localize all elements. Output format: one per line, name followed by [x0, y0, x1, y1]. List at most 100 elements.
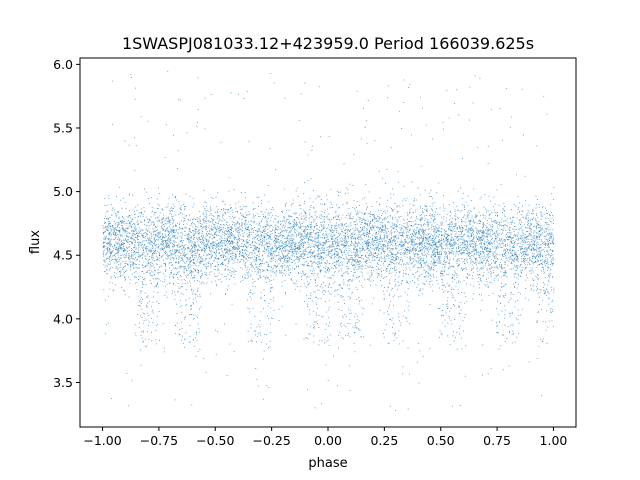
data-point: [385, 269, 387, 271]
data-point: [437, 248, 438, 250]
data-point: [388, 282, 390, 284]
data-point: [393, 231, 395, 233]
data-point: [419, 207, 421, 209]
data-point: [379, 217, 380, 219]
data-point: [543, 225, 545, 227]
data-point: [105, 226, 106, 228]
data-point: [515, 256, 517, 258]
data-point: [434, 230, 435, 232]
data-point: [205, 227, 206, 229]
data-point: [478, 240, 479, 242]
data-point: [406, 282, 408, 283]
data-point: [285, 256, 287, 257]
data-point: [481, 268, 483, 270]
data-point: [217, 268, 219, 270]
data-point: [198, 229, 200, 231]
data-point: [105, 246, 107, 248]
data-point: [518, 292, 520, 293]
data-point: [524, 237, 526, 239]
data-point: [314, 272, 315, 274]
data-point: [260, 234, 262, 235]
data-point: [165, 258, 167, 259]
data-point: [278, 222, 279, 224]
data-point: [267, 242, 269, 244]
data-point: [478, 211, 480, 213]
data-point: [518, 322, 520, 324]
data-point: [258, 196, 260, 198]
data-point: [348, 258, 350, 260]
data-point: [514, 264, 516, 266]
data-point: [484, 248, 486, 249]
data-point: [350, 217, 352, 219]
data-point: [383, 248, 384, 250]
data-point: [499, 295, 501, 297]
data-point: [386, 236, 388, 238]
data-point: [347, 213, 349, 214]
data-point: [287, 233, 289, 235]
data-point: [109, 241, 111, 243]
data-point: [135, 257, 136, 258]
data-point: [171, 254, 173, 256]
data-point: [438, 236, 439, 238]
data-point: [342, 317, 344, 319]
data-point: [260, 203, 262, 204]
data-point: [319, 256, 321, 258]
data-point: [151, 306, 153, 307]
data-point: [318, 248, 319, 249]
data-point: [529, 257, 531, 258]
data-point: [174, 294, 176, 296]
data-point: [423, 247, 424, 249]
data-point: [542, 261, 544, 263]
data-point: [432, 197, 434, 199]
data-point: [255, 246, 257, 248]
data-point: [481, 261, 483, 263]
data-point: [459, 252, 461, 254]
data-point: [433, 219, 435, 221]
data-point: [480, 267, 481, 269]
data-point: [282, 263, 284, 265]
data-point: [270, 290, 272, 292]
data-point: [127, 248, 128, 250]
data-point: [181, 228, 183, 230]
data-point: [115, 241, 117, 243]
data-point: [119, 229, 121, 231]
data-point: [257, 231, 258, 233]
data-point: [400, 239, 402, 241]
data-point: [335, 253, 337, 255]
data-point: [377, 220, 378, 222]
data-point: [415, 217, 417, 219]
data-point: [503, 239, 505, 241]
data-point: [432, 210, 433, 212]
data-point: [395, 248, 397, 250]
data-point: [117, 254, 119, 256]
data-point: [458, 254, 460, 256]
data-point: [193, 238, 195, 240]
data-point: [336, 240, 338, 242]
data-point: [317, 250, 319, 251]
data-point: [488, 230, 490, 232]
data-point: [476, 229, 478, 231]
data-point: [191, 236, 192, 237]
data-point: [527, 235, 529, 237]
data-point: [499, 265, 501, 267]
data-point: [331, 238, 333, 240]
data-point: [232, 212, 234, 213]
data-point: [317, 256, 319, 258]
data-point: [475, 213, 477, 215]
data-point: [536, 242, 538, 244]
data-point: [519, 218, 521, 220]
data-point: [545, 256, 547, 258]
data-point: [270, 238, 272, 240]
data-point: [293, 219, 295, 220]
data-point: [437, 256, 439, 257]
data-point: [132, 229, 134, 231]
data-point: [196, 219, 198, 221]
data-point: [259, 236, 261, 238]
data-point: [224, 250, 226, 251]
data-point: [393, 208, 395, 210]
data-point: [467, 220, 469, 222]
data-point: [155, 244, 156, 246]
data-point: [549, 233, 550, 235]
data-point: [287, 240, 289, 241]
data-point: [483, 222, 484, 223]
